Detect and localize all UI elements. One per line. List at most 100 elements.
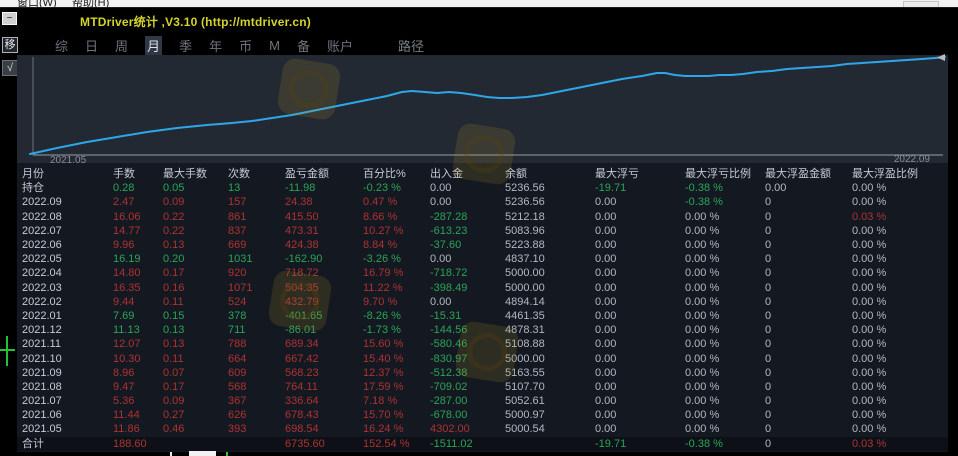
table-row[interactable]: 2022.07 14.77 0.22 837 473.31 10.27 % -613.23 5… xyxy=(22,224,948,238)
table-cell: 0.00 % xyxy=(852,309,887,322)
table-cell: 15.40 % xyxy=(363,352,404,365)
table-cell: 0.00 xyxy=(595,295,617,308)
menu-item-week[interactable]: 周 xyxy=(115,38,129,54)
table-cell: 9.47 xyxy=(113,380,135,393)
table-cell: 16.79 % xyxy=(363,267,404,280)
table-cell: 2022.01 xyxy=(22,309,62,322)
crosshair-icon xyxy=(0,349,15,351)
menu-item-currency[interactable]: 币 xyxy=(239,38,253,54)
menu-item-note[interactable]: 备 xyxy=(296,38,310,54)
table-row[interactable]: 2021.07 5.36 0.09 367 336.64 7.18 % -287.00 505… xyxy=(22,394,948,408)
table-row[interactable]: 持仓 0.28 0.05 13 -11.98 -0.23 % 0.00 5236.56 -19.… xyxy=(22,181,948,195)
table-cell: -8.26 % xyxy=(363,309,401,322)
table-cell: -287.00 xyxy=(430,395,468,408)
table-cell: 764.11 xyxy=(285,380,318,393)
table-cell: 711 xyxy=(228,324,246,337)
table-cell: 0.00 % xyxy=(852,182,887,195)
table-row[interactable]: 2022.08 16.06 0.22 861 415.50 8.66 % -287.28 52… xyxy=(22,210,948,224)
table-row[interactable]: 2021.06 11.44 0.27 626 678.43 15.70 % -678.00 5… xyxy=(22,408,948,422)
table-total-row[interactable]: 合计 188.60 6735.60 152.54 % -1511.02 -19.71 -0.… xyxy=(17,436,948,451)
table-cell: 0.22 xyxy=(163,210,185,223)
table-cell: 609 xyxy=(228,366,247,379)
table-cell: 2022.09 xyxy=(22,196,62,209)
table-cell: 0 xyxy=(765,395,772,408)
table-cell: -37.60 xyxy=(430,239,462,252)
table-row[interactable]: 2021.05 11.86 0.46 393 698.54 16.24 % 4302.00 5… xyxy=(22,422,948,436)
table-cell: 0.03 % xyxy=(852,437,887,450)
table-cell: -512.38 xyxy=(430,366,468,379)
table-cell: 5000.00 xyxy=(505,281,545,294)
table-row[interactable]: 2022.04 14.80 0.17 920 718.72 16.79 % -718.72 5… xyxy=(22,266,948,280)
table-cell: 473.31 xyxy=(285,224,319,237)
minimize-button[interactable]: − xyxy=(2,12,17,25)
table-cell: -830.97 xyxy=(430,352,468,365)
table-row[interactable]: 2021.09 8.96 0.07 609 568.23 12.37 % -512.38 51… xyxy=(22,366,948,380)
table-cell: 8.96 xyxy=(113,366,135,379)
table-cell: 393 xyxy=(228,423,247,436)
column-header: 最大手数 xyxy=(163,168,207,181)
menu-item-path[interactable]: 路径 xyxy=(397,38,424,54)
table-cell: 0 xyxy=(765,210,772,223)
menu-item-year[interactable]: 年 xyxy=(209,38,223,54)
menu-item-quarter[interactable]: 季 xyxy=(179,38,193,54)
table-row[interactable]: 2021.12 11.13 0.13 711 -86.01 -1.73 % -144.56 4… xyxy=(22,323,948,337)
table-cell: 16.06 xyxy=(113,210,141,223)
table-cell: 0.00 xyxy=(595,196,617,209)
table-cell: 4461.35 xyxy=(505,309,545,322)
table-cell: 持仓 xyxy=(22,182,44,195)
table-row[interactable]: 2021.11 12.07 0.13 788 689.34 15.60 % -580.46 5… xyxy=(22,337,948,351)
table-cell: -19.71 xyxy=(595,182,627,195)
table-row[interactable]: 2021.10 10.30 0.11 664 667.42 15.40 % -830.97 5… xyxy=(22,351,948,365)
table-cell: 0.00 % xyxy=(852,239,887,252)
table-cell: 0.00 xyxy=(595,253,617,266)
menu-item-month[interactable]: 月 xyxy=(145,35,163,55)
table-row[interactable]: 2022.01 7.69 0.15 378 -401.65 -8.26 % -15.31 44… xyxy=(22,309,948,323)
table-cell: 667.42 xyxy=(285,352,319,365)
table-row[interactable]: 2022.03 16.35 0.16 1071 504.35 11.22 % -398.49… xyxy=(22,281,948,295)
column-header: 月份 xyxy=(22,168,44,181)
table-cell: 1031 xyxy=(228,253,253,266)
table-cell: 5000.00 xyxy=(505,267,545,280)
menu-item-day[interactable]: 日 xyxy=(85,38,99,54)
table-row[interactable]: 2022.09 2.47 0.09 157 24.38 0.47 % 0.00 5236.56… xyxy=(22,195,948,209)
table-cell: 0.00 xyxy=(595,409,617,422)
menu-item-account[interactable]: 账户 xyxy=(326,38,353,54)
table-cell: 24.38 xyxy=(285,196,313,209)
column-header: 最大浮盈金额 xyxy=(765,168,831,181)
table-cell: 5052.61 xyxy=(505,395,545,408)
table-cell: 0.00 xyxy=(595,309,617,322)
table-cell: -580.46 xyxy=(430,338,468,351)
table-cell: 4878.31 xyxy=(505,324,545,337)
menu-item-m[interactable]: M xyxy=(269,37,280,53)
table-cell: 0 xyxy=(765,239,772,252)
column-header: 出入金 xyxy=(430,168,463,181)
move-button[interactable]: 移 xyxy=(2,37,18,53)
table-cell: 2022.05 xyxy=(22,253,62,266)
table-cell: 524 xyxy=(228,295,247,308)
table-cell: -15.31 xyxy=(430,309,462,322)
table-cell: 432.79 xyxy=(285,295,319,308)
table-row[interactable]: 2021.08 9.47 0.17 568 764.11 17.59 % -709.02 51… xyxy=(22,380,948,394)
os-menu-help-item[interactable]: 帮助(H) xyxy=(72,0,110,8)
table-cell: 5236.56 xyxy=(505,196,545,209)
table-cell: -718.72 xyxy=(430,267,468,280)
os-menu-window-item[interactable]: 窗口(W) xyxy=(17,0,57,8)
table-row[interactable]: 2022.05 16.19 0.20 1031 -162.90 -3.26 % 0.00 48… xyxy=(22,252,948,266)
table-cell: 5163.55 xyxy=(505,366,545,379)
table-row[interactable]: 2022.02 9.44 0.11 524 432.79 9.70 % 0.00 4894.1… xyxy=(22,295,948,309)
check-button[interactable]: √ xyxy=(2,60,18,76)
table-row[interactable]: 2022.06 9.96 0.13 669 424.38 8.84 % -37.60 5223… xyxy=(22,238,948,252)
menu-item-summary[interactable]: 综 xyxy=(55,38,69,54)
titlebar: − MTDriver统计 ,V3.10 (http://mtdriver.cn) xyxy=(0,9,958,33)
column-header: 最大浮亏比例 xyxy=(685,168,751,181)
table-cell: 0.00 % xyxy=(685,409,720,422)
table-cell: 14.77 xyxy=(113,224,141,237)
table-cell: 698.54 xyxy=(285,423,319,436)
table-cell: 15.60 % xyxy=(363,338,404,351)
table-cell: 0.00 % xyxy=(685,253,720,266)
table-cell: 4894.14 xyxy=(505,295,545,308)
table-cell: 0 xyxy=(765,437,772,450)
table-cell: 11.22 % xyxy=(363,281,403,294)
column-header: 余额 xyxy=(505,168,527,181)
